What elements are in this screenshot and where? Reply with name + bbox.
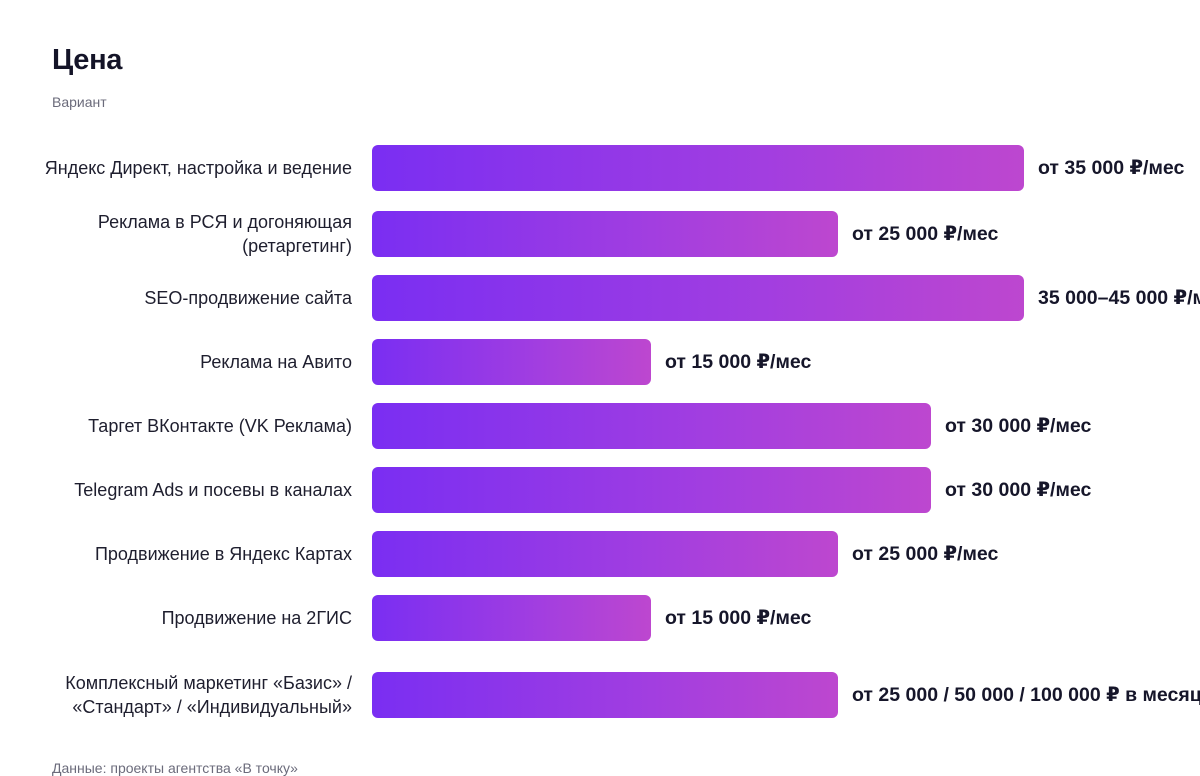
category-label: Реклама на Авито: [200, 352, 352, 372]
category-label: SEO-продвижение сайта: [144, 288, 352, 308]
bar: [372, 339, 651, 385]
chart-title: Цена: [52, 44, 123, 76]
category-label: Таргет ВКонтакте (VK Реклама): [88, 416, 352, 436]
chart-source-note: Данные: проекты агентства «В точку»: [52, 760, 298, 776]
bar: [372, 672, 838, 718]
bar: [372, 403, 931, 449]
category-label: Продвижение в Яндекс Картах: [94, 544, 352, 564]
bar-value-label: от 30 000 ₽/мес: [945, 415, 1092, 437]
bar-value-label: от 35 000 ₽/мес: [1038, 157, 1185, 179]
category-label: Комплексный маркетинг «Базис» / «Стандар…: [65, 673, 352, 717]
category-label: Telegram Ads и посевы в каналах: [74, 480, 352, 500]
category-label: Продвижение на 2ГИС: [161, 608, 352, 628]
bar-value-label: от 30 000 ₽/мес: [945, 479, 1092, 501]
bar-value-label: от 15 000 ₽/мес: [665, 351, 812, 373]
category-label: Реклама в РСЯ и догоняющая (ретаргетинг): [97, 212, 352, 256]
bar-value-label: от 25 000 ₽/мес: [852, 543, 999, 565]
bar-value-label: от 15 000 ₽/мес: [665, 607, 812, 629]
bar: [372, 275, 1024, 321]
category-label: Яндекс Директ, настройка и ведение: [44, 158, 352, 178]
bar-value-label: от 25 000 / 50 000 / 100 000 ₽ в месяц: [852, 684, 1200, 706]
bar: [372, 595, 651, 641]
bar-value-label: 35 000–45 000 ₽/мес: [1038, 287, 1200, 309]
bar-value-label: от 25 000 ₽/мес: [852, 223, 999, 245]
bar: [372, 145, 1024, 191]
bar: [372, 211, 838, 257]
bar: [372, 531, 838, 577]
bar: [372, 467, 931, 513]
chart-subtitle: Вариант: [52, 94, 107, 110]
